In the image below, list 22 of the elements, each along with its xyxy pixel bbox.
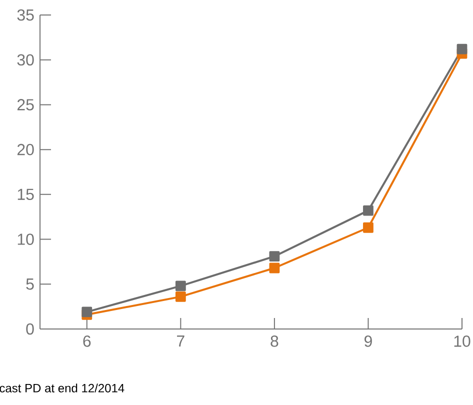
point [363,205,374,216]
text: cast PD at end 12/2014 [0,384,124,392]
point [269,251,280,262]
point [363,222,374,233]
x-tick-label: 7 [177,336,184,347]
x-tick-label: 9 [364,336,372,347]
x-tick-label: 10 [454,336,470,347]
x-tick-label: 6 [83,336,91,347]
y-tick-label: 20 [17,144,34,156]
point [82,306,92,318]
point [175,280,186,292]
y-tick-label: 30 [17,54,34,66]
point [175,292,186,302]
x-tick-label: 8 [270,336,278,347]
y-tick-label: 5 [26,278,34,290]
y-tick-label: 15 [18,188,34,200]
y-tick-label: 10 [18,234,34,245]
point [269,262,280,274]
y-tick-label: 25 [17,99,34,110]
point [456,44,468,54]
y-tick-label: 35 [17,9,34,21]
y-tick-label: 0 [26,323,34,335]
